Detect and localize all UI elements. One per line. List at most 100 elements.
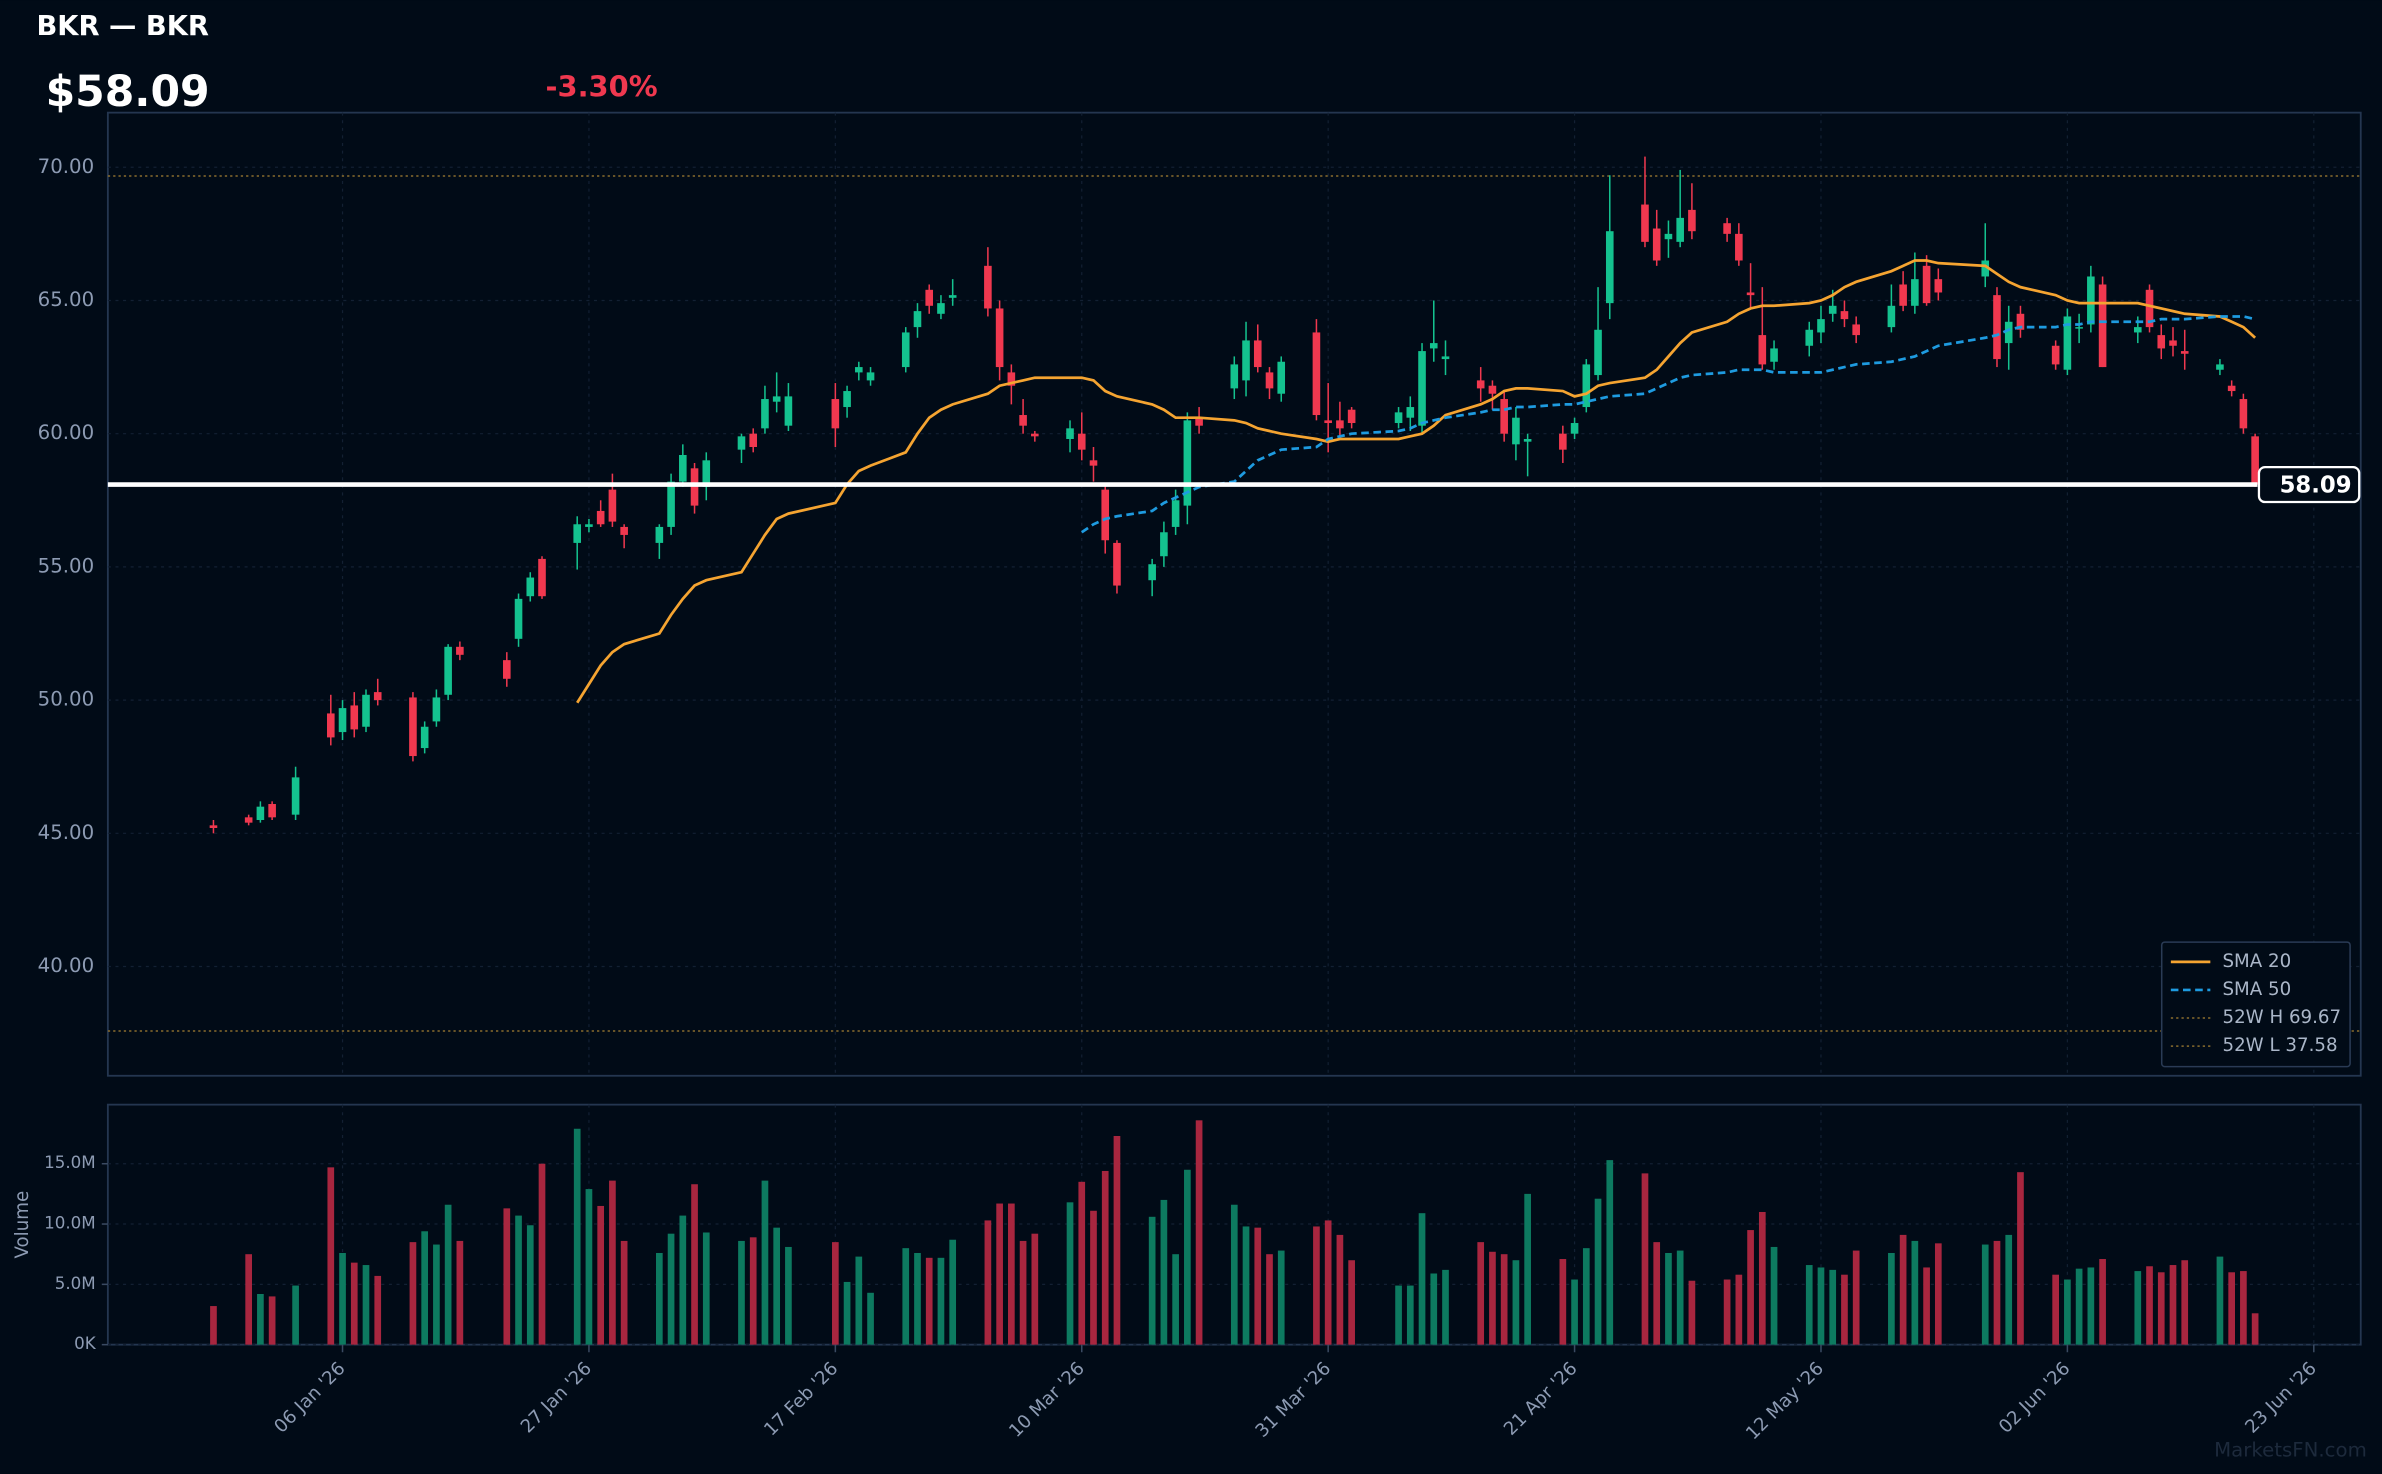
volume-bar — [1641, 1173, 1649, 1345]
candle-body — [843, 391, 851, 408]
candle-body — [1594, 329, 1602, 376]
volume-bar — [832, 1242, 839, 1345]
candle-body — [1559, 433, 1567, 450]
volume-bar — [515, 1215, 522, 1345]
volume-bar — [1934, 1243, 1942, 1345]
volume-bar — [2181, 1260, 2189, 1345]
volume-bar — [867, 1292, 874, 1345]
candle-body — [209, 825, 218, 828]
candle-body — [2133, 327, 2142, 333]
candle-body — [327, 713, 335, 738]
candle-body — [268, 804, 276, 818]
volume-bar — [268, 1296, 276, 1345]
candle-body — [1183, 420, 1192, 506]
candle-body — [409, 697, 417, 757]
volume-bar — [785, 1246, 792, 1345]
last-price-tag — [2257, 465, 2361, 504]
candle-body — [1007, 372, 1016, 386]
candle-body — [1981, 260, 1990, 277]
candle-body — [690, 468, 699, 506]
volume-bar — [925, 1257, 933, 1345]
volume-bar — [1770, 1246, 1778, 1345]
volume-bar — [597, 1205, 605, 1345]
volume-bar — [1817, 1267, 1825, 1345]
volume-bar — [1160, 1199, 1168, 1345]
candle-body — [1746, 292, 1755, 296]
candle-body — [1429, 343, 1438, 349]
volume-bar — [444, 1204, 452, 1345]
y-tick-label: 45.00 — [38, 821, 95, 844]
volume-bar — [749, 1237, 757, 1345]
volume-bar — [1735, 1274, 1743, 1345]
volume-bar — [1841, 1274, 1848, 1345]
volume-bar — [2064, 1279, 2071, 1345]
volume-bar — [1676, 1250, 1684, 1345]
candle-body — [1523, 439, 1532, 442]
legend-label: 52W H 69.67 — [2222, 1007, 2341, 1028]
volume-bar — [996, 1203, 1003, 1345]
candle-body — [2016, 313, 2025, 330]
candle-body — [350, 705, 359, 730]
candle-body — [995, 308, 1004, 368]
candle-body — [1922, 265, 1931, 304]
candle-body — [1113, 542, 1121, 586]
volume-bar — [1981, 1244, 1989, 1345]
volume-bar — [2146, 1266, 2153, 1345]
volume-tick-label: 0K — [74, 1333, 97, 1353]
volume-bar — [761, 1180, 769, 1345]
volume-bar — [245, 1254, 253, 1345]
volume-bar — [1571, 1279, 1578, 1345]
volume-bar — [1888, 1252, 1895, 1345]
candle-body — [925, 289, 934, 306]
volume-bar — [2099, 1259, 2106, 1345]
volume-bar — [1829, 1269, 1837, 1345]
y-tick-label: 70.00 — [38, 155, 95, 178]
volume-bar — [1594, 1198, 1602, 1345]
candle-body — [1805, 329, 1814, 346]
candle-body — [1641, 204, 1649, 242]
candle-body — [1582, 364, 1591, 408]
volume-tick-label: 15.0M — [44, 1152, 96, 1172]
candle-body — [855, 367, 863, 373]
volume-bar — [350, 1262, 358, 1345]
volume-bar — [1524, 1193, 1531, 1345]
volume-bar — [1336, 1234, 1344, 1345]
volume-bar — [292, 1285, 299, 1345]
volume-bar — [2075, 1268, 2083, 1345]
candle-body — [1828, 305, 1837, 314]
candle-body — [1770, 348, 1778, 362]
candle-body — [655, 526, 664, 543]
volume-bar — [1090, 1210, 1097, 1345]
y-tick-label: 40.00 — [38, 954, 95, 977]
price-change: -3.30% — [546, 69, 658, 103]
candle-body — [2098, 284, 2107, 368]
volume-bar — [1031, 1233, 1039, 1345]
volume-bar — [1242, 1226, 1250, 1345]
volume-bar — [2005, 1234, 2013, 1345]
candle-body — [1840, 311, 1849, 320]
candle-body — [362, 694, 370, 727]
candle-body — [2169, 340, 2177, 346]
candle-body — [667, 481, 675, 527]
volume-bar — [1442, 1269, 1449, 1345]
candle-body — [913, 311, 922, 328]
volume-bar — [2216, 1256, 2224, 1345]
volume-bar — [327, 1167, 335, 1345]
watermark: MarketsFN.com — [2214, 1438, 2367, 1461]
candle-body — [2216, 364, 2224, 370]
last-price: $58.09 — [46, 68, 210, 117]
volume-bar — [1277, 1250, 1285, 1345]
candle-body — [538, 558, 546, 597]
candle-body — [2145, 289, 2154, 328]
candle-body — [1512, 417, 1520, 445]
candle-body — [1758, 335, 1767, 365]
volume-bar — [937, 1257, 945, 1345]
candle-body — [761, 399, 769, 429]
volume-bar — [1418, 1213, 1426, 1345]
candle-body — [831, 399, 840, 429]
volume-bar — [339, 1252, 346, 1345]
candle-body — [291, 777, 300, 815]
candle-body — [772, 396, 781, 402]
volume-bar — [667, 1233, 675, 1345]
